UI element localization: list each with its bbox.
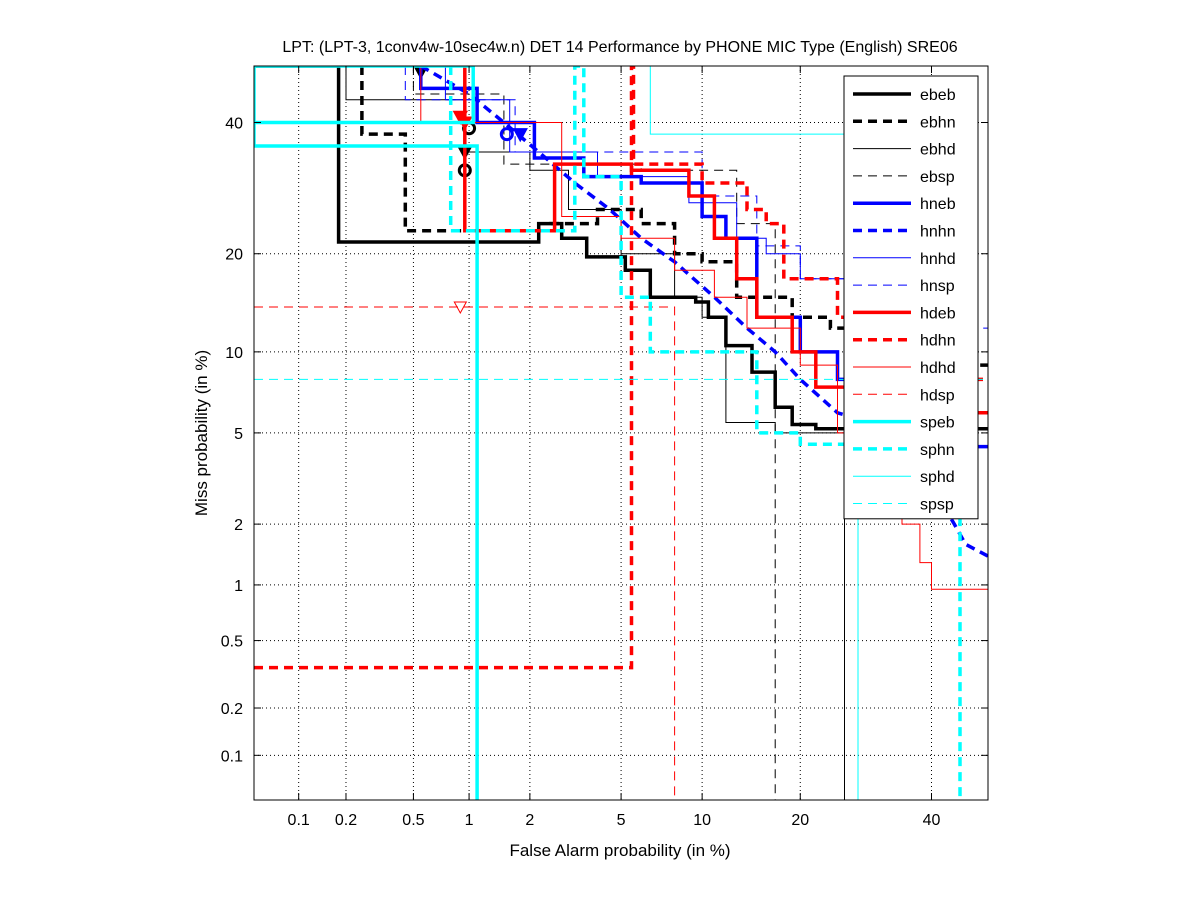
legend: ebeb ebhn ebhd ebsp hneb hnhn hnhd hnsp hdeb hdhn… [843, 75, 979, 520]
series-line-ebsp [412, 66, 776, 800]
series-line-speb [254, 66, 479, 800]
chart-title: LPT: (LPT-3, 1conv4w-10sec4w.n) DET 14 P… [282, 39, 957, 56]
series-line-hdsp [254, 306, 676, 800]
legend-label-hnhn: hnhn [920, 224, 956, 241]
legend-label-ebeb: ebeb [920, 87, 956, 104]
series-line-hdeb [463, 66, 988, 415]
y-tick-label: 5 [234, 426, 243, 443]
legend-label-hdeb: hdeb [920, 305, 956, 322]
series-line-hnhn [419, 66, 988, 558]
legend-label-hdhd: hdhd [920, 360, 956, 377]
legend-label-hdhn: hdhn [920, 333, 956, 350]
y-tick-label: 20 [225, 247, 243, 264]
y-tick-label: 2 [234, 517, 243, 534]
legend-box [843, 75, 979, 520]
legend-label-hnhd: hnhd [920, 251, 956, 268]
y-tick-label: 1 [234, 578, 243, 595]
x-tick-label: 40 [923, 812, 941, 829]
x-tick-label: 10 [693, 812, 711, 829]
x-tick-label: 5 [617, 812, 626, 829]
x-tick-label: 0.1 [288, 812, 310, 829]
legend-label-sphn: sphn [920, 442, 955, 459]
y-tick-label: 0.1 [221, 748, 243, 765]
legend-label-ebsp: ebsp [920, 169, 955, 186]
legend-label-ebhd: ebhd [920, 142, 956, 159]
y-tick-label: 40 [225, 116, 243, 133]
x-axis-label: False Alarm probability (in %) [509, 841, 730, 860]
legend-label-spsp: spsp [920, 497, 954, 514]
series-layer [254, 66, 988, 800]
legend-label-ebhn: ebhn [920, 114, 956, 131]
y-ticks: 0.1 0.2 0.5 1 2 5 10 20 40 [221, 116, 988, 765]
y-axis-label: Miss probability (in %) [192, 350, 211, 516]
legend-label-sphd: sphd [920, 469, 955, 486]
y-tick-label: 0.2 [221, 701, 243, 718]
x-ticks: 0.1 0.2 0.5 1 2 5 10 20 40 [288, 66, 941, 829]
y-tick-label: 10 [225, 345, 243, 362]
x-tick-label: 1 [465, 812, 474, 829]
x-tick-label: 0.5 [402, 812, 424, 829]
legend-label-speb: speb [920, 415, 955, 432]
x-tick-label: 0.2 [335, 812, 357, 829]
x-tick-label: 20 [791, 812, 809, 829]
series-line-hdhn [254, 66, 988, 670]
series-marker-hnhn [512, 128, 528, 143]
legend-label-hneb: hneb [920, 196, 956, 213]
series-marker-hneb [499, 127, 514, 142]
series-line-sphn [448, 66, 962, 800]
series-marker-hdsp [453, 301, 468, 315]
legend-label-hdsp: hdsp [920, 387, 955, 404]
y-tick-label: 0.5 [221, 634, 243, 651]
legend-label-hnsp: hnsp [920, 278, 955, 295]
series-line-hdhd [420, 66, 988, 590]
x-tick-label: 2 [525, 812, 534, 829]
